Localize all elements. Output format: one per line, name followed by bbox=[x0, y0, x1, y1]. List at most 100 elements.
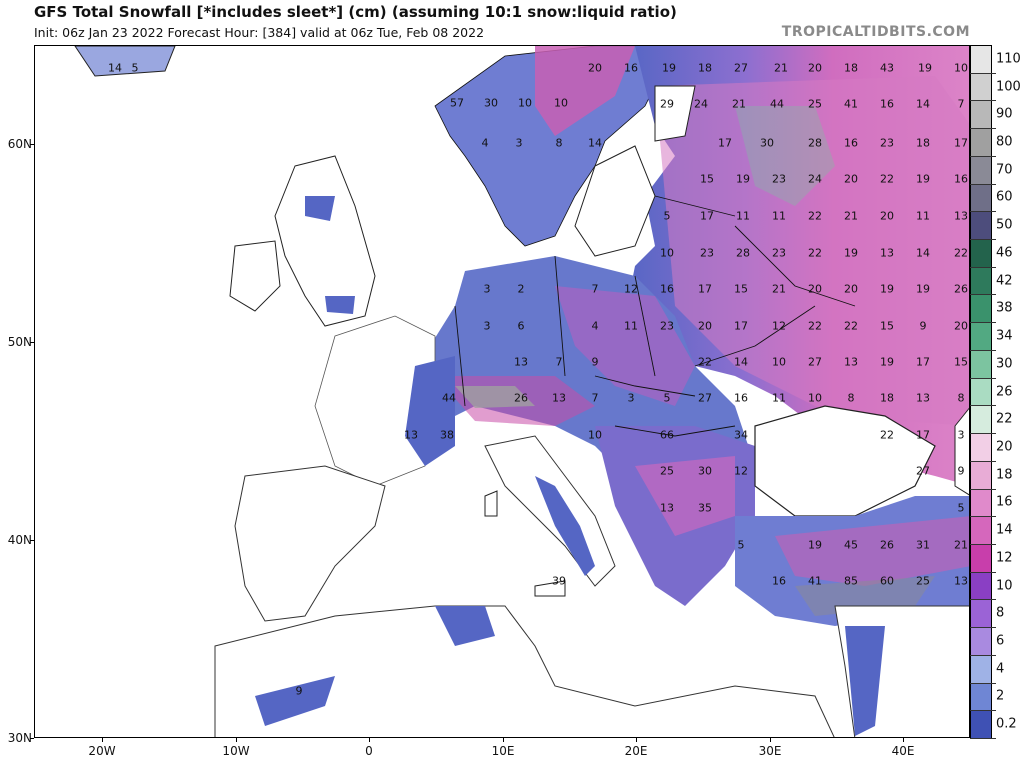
colorbar-divider bbox=[970, 571, 996, 573]
colorbar-divider bbox=[970, 654, 996, 656]
map-value-label: 31 bbox=[916, 538, 930, 552]
colorbar-divider bbox=[970, 100, 996, 102]
colorbar-label: 0.2 bbox=[996, 716, 1017, 732]
colorbar-divider bbox=[970, 128, 996, 130]
colorbar-divider bbox=[970, 322, 996, 324]
map-value-label: 23 bbox=[772, 246, 786, 260]
map-value-label: 15 bbox=[880, 319, 894, 333]
map-value-layer: 14 5 20 16 19 18 27 21 20 18 43 19 10 57 30 10 10 29 24 21 4… bbox=[35, 46, 969, 737]
map-value-label: 13 bbox=[660, 501, 674, 515]
lon-tick bbox=[369, 738, 370, 742]
map-value-label: 16 bbox=[660, 282, 674, 296]
map-value-label: 4 bbox=[591, 319, 599, 333]
map-value-label: 7 bbox=[591, 282, 599, 296]
iceland bbox=[74, 46, 176, 77]
colorbar-label: 80 bbox=[996, 134, 1013, 150]
colorbar-swatch bbox=[971, 156, 991, 186]
map-value-label: 14 bbox=[916, 246, 930, 260]
colorbar-swatch bbox=[971, 489, 991, 518]
map-value-label: 23 bbox=[772, 172, 786, 186]
map-value-label: 10 bbox=[660, 246, 674, 260]
map-value-label: 17 bbox=[718, 136, 732, 150]
map-value-label: 20 bbox=[844, 172, 858, 186]
map-value-label: 19 bbox=[916, 172, 930, 186]
map-value-label: 10 bbox=[554, 96, 568, 110]
map-value-label: 3 bbox=[483, 282, 491, 296]
map-value-label: 8 bbox=[555, 136, 563, 150]
colorbar-divider bbox=[970, 405, 996, 407]
map-value-label: 15 bbox=[700, 172, 714, 186]
map-value-label: 9 bbox=[919, 319, 927, 333]
map-value-label: 11 bbox=[772, 209, 786, 223]
colorbar-label: 38 bbox=[996, 300, 1013, 316]
colorbar-label: 22 bbox=[996, 411, 1013, 427]
map-value-label: 9 bbox=[957, 464, 965, 478]
map-value-label: 27 bbox=[734, 61, 748, 75]
map-value-label: 34 bbox=[734, 428, 748, 442]
lon-tick bbox=[503, 738, 504, 742]
colorbar-divider bbox=[970, 516, 996, 518]
map-value-label: 22 bbox=[880, 428, 894, 442]
map-value-label: 15 bbox=[734, 282, 748, 296]
colorbar-label: 34 bbox=[996, 328, 1013, 344]
map-canvas bbox=[35, 46, 969, 737]
colorbar-divider bbox=[970, 183, 996, 185]
colorbar-swatch bbox=[971, 683, 991, 712]
map-value-label: 10 bbox=[808, 391, 822, 405]
map-value-label: 17 bbox=[954, 136, 968, 150]
map-value-label: 22 bbox=[808, 319, 822, 333]
map-value-label: 14 bbox=[916, 97, 930, 111]
colorbar-label: 110 bbox=[996, 51, 1021, 67]
map-value-label: 38 bbox=[440, 428, 454, 442]
map-value-label: 20 bbox=[808, 282, 822, 296]
colorbar-divider bbox=[970, 433, 996, 435]
colorbar-label: 60 bbox=[996, 189, 1013, 205]
colorbar-label: 14 bbox=[996, 522, 1013, 538]
map-value-label: 44 bbox=[442, 391, 456, 405]
colorbar-swatch bbox=[971, 101, 991, 130]
lon-label-30e: 30E bbox=[758, 744, 782, 758]
map-value-label: 19 bbox=[808, 538, 822, 552]
lat-tick bbox=[30, 342, 34, 343]
map-value-label: 11 bbox=[772, 391, 786, 405]
map-value-label: 16 bbox=[880, 97, 894, 111]
colorbar-swatch bbox=[971, 323, 991, 352]
colorbar-swatch bbox=[971, 240, 991, 269]
map-value-label: 5 bbox=[663, 391, 671, 405]
map-value-label: 12 bbox=[624, 282, 638, 296]
colorbar-swatch bbox=[971, 350, 991, 380]
map-value-label: 18 bbox=[916, 136, 930, 150]
colorbar-label: 16 bbox=[996, 494, 1013, 510]
lon-label-20w: 20W bbox=[88, 744, 116, 758]
map-value-label: 27 bbox=[808, 355, 822, 369]
map-value-label: 20 bbox=[588, 61, 602, 75]
map-value-label: 23 bbox=[700, 246, 714, 260]
map-value-label: 20 bbox=[808, 61, 822, 75]
map-value-label: 13 bbox=[844, 355, 858, 369]
map-value-label: 11 bbox=[736, 209, 750, 223]
map-value-label: 39 bbox=[552, 574, 566, 588]
map-value-label: 29 bbox=[660, 97, 674, 111]
map-value-label: 30 bbox=[698, 464, 712, 478]
map-value-label: 28 bbox=[808, 136, 822, 150]
colorbar-divider bbox=[970, 710, 996, 712]
map-value-label: 7 bbox=[591, 391, 599, 405]
colorbar-label: 10 bbox=[996, 578, 1013, 594]
iberia-land bbox=[234, 465, 386, 622]
map-value-label: 18 bbox=[880, 391, 894, 405]
map-value-label: 23 bbox=[660, 319, 674, 333]
colorbar-swatch bbox=[971, 434, 991, 463]
map-value-label: 22 bbox=[880, 172, 894, 186]
map-value-label: 20 bbox=[844, 282, 858, 296]
map-value-label: 25 bbox=[916, 574, 930, 588]
map-value-label: 66 bbox=[660, 428, 674, 442]
map-value-label: 19 bbox=[916, 282, 930, 296]
map-value-label: 21 bbox=[772, 282, 786, 296]
snowfall-map: 14 5 20 16 19 18 27 21 20 18 43 19 10 57 30 10 10 29 24 21 4… bbox=[34, 45, 970, 738]
lon-label-20e: 20E bbox=[624, 744, 648, 758]
colorbar-label: 20 bbox=[996, 439, 1013, 455]
colorbar-divider bbox=[970, 488, 996, 490]
map-title: GFS Total Snowfall [*includes sleet*] (c… bbox=[34, 3, 677, 21]
map-value-label: 21 bbox=[774, 61, 788, 75]
colorbar-swatch bbox=[971, 628, 991, 657]
